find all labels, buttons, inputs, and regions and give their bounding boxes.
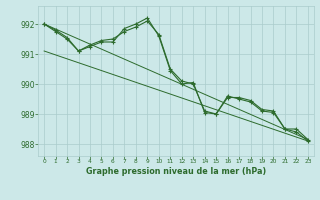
- X-axis label: Graphe pression niveau de la mer (hPa): Graphe pression niveau de la mer (hPa): [86, 167, 266, 176]
